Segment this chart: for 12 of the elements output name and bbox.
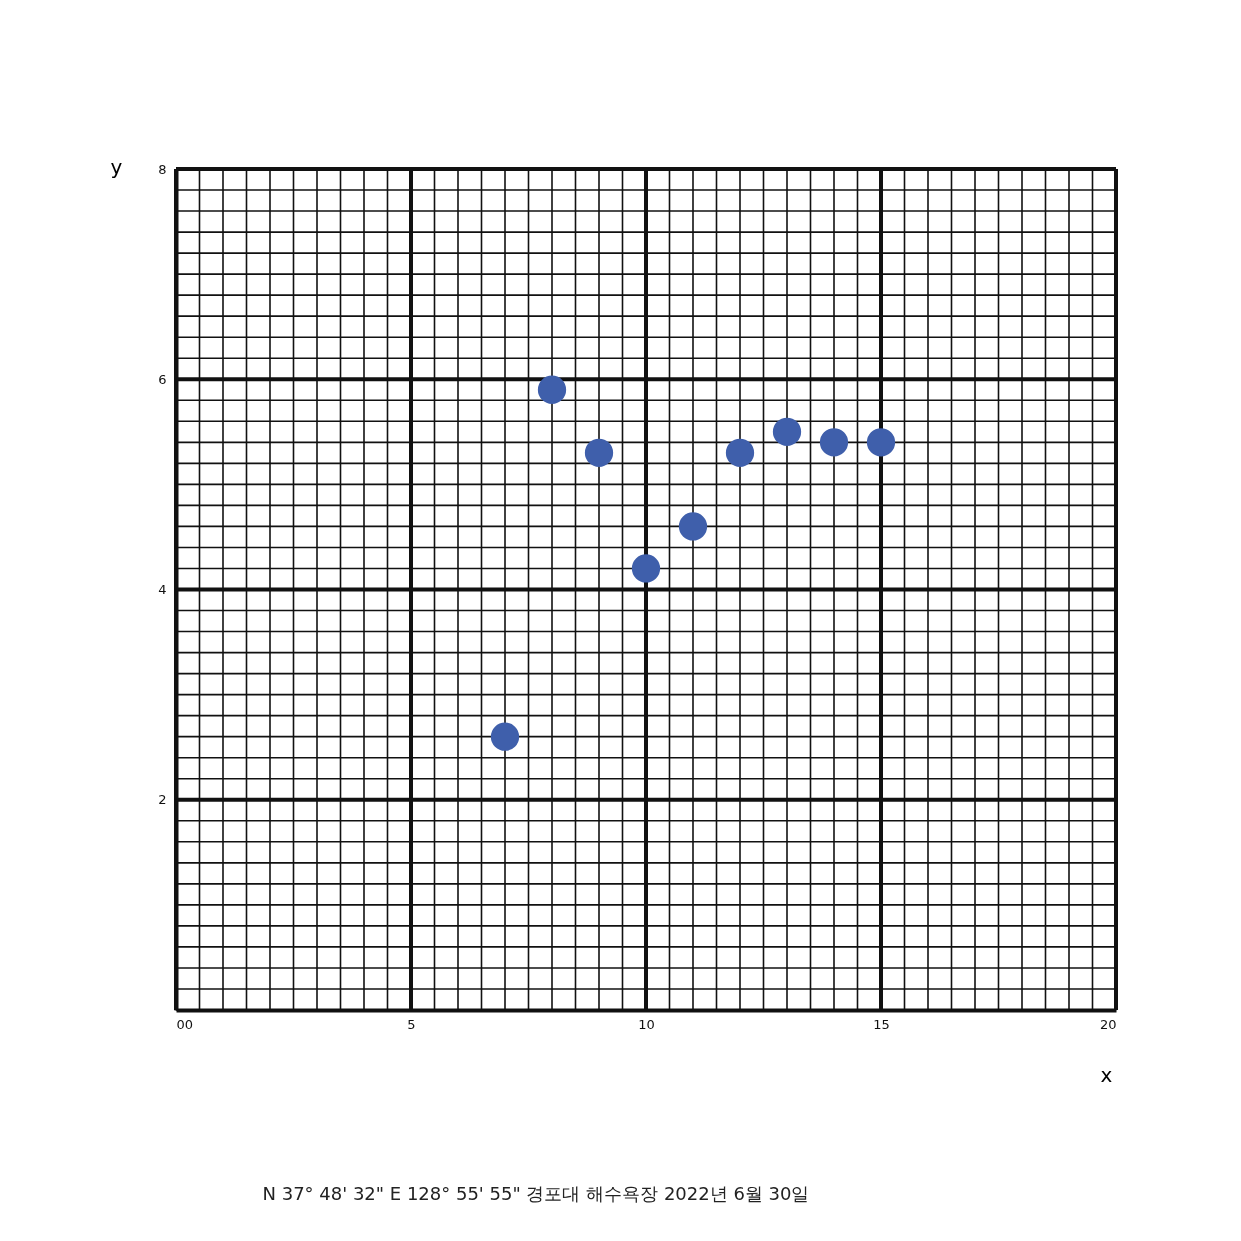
x-tick-label: 20 bbox=[1099, 1016, 1117, 1032]
x-axis-title: x bbox=[1100, 1062, 1113, 1087]
x-tick-label: 00 bbox=[176, 1016, 194, 1032]
y-tick-label: 6 bbox=[158, 371, 167, 387]
y-tick-label: 2 bbox=[158, 792, 167, 808]
y-tick-label: 4 bbox=[158, 582, 167, 597]
x-tick-label: 5 bbox=[407, 1016, 416, 1032]
x-tick-label: 15 bbox=[873, 1016, 890, 1032]
y-axis-title: y bbox=[110, 154, 123, 179]
text: N 37° 48' 32" E 128° 55' 55" 경포대 해수욕장 2022년 6월 30일 bbox=[262, 1183, 810, 1204]
x-tick-label: 10 bbox=[638, 1016, 655, 1032]
y-tick-label: 8 bbox=[158, 161, 167, 177]
